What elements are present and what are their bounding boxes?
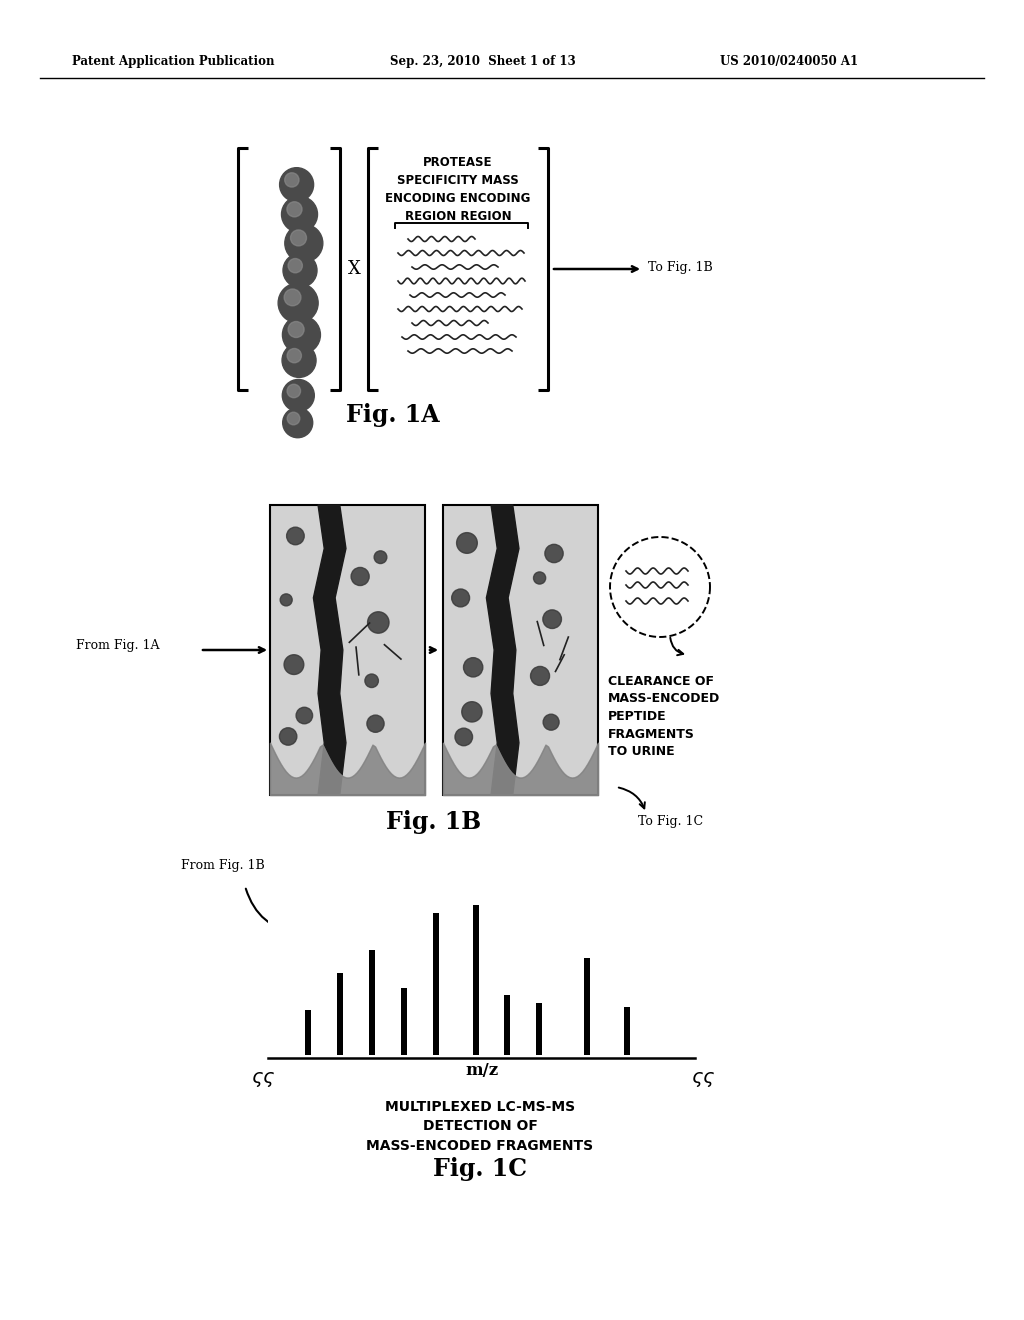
Bar — [400, 987, 407, 1055]
Circle shape — [283, 408, 312, 438]
Circle shape — [285, 224, 323, 263]
Circle shape — [280, 727, 297, 746]
Text: X: X — [347, 260, 360, 279]
Circle shape — [457, 533, 477, 553]
Bar — [443, 506, 598, 795]
Circle shape — [455, 729, 472, 746]
Circle shape — [462, 702, 482, 722]
Polygon shape — [486, 506, 519, 795]
Circle shape — [367, 715, 384, 733]
Circle shape — [287, 527, 304, 545]
Circle shape — [287, 348, 301, 363]
X-axis label: m/z: m/z — [465, 1063, 498, 1080]
Text: From Fig. 1B: From Fig. 1B — [181, 859, 265, 873]
Circle shape — [283, 315, 321, 354]
Bar — [369, 950, 375, 1055]
Circle shape — [368, 611, 389, 634]
Circle shape — [543, 610, 561, 628]
Circle shape — [283, 379, 314, 412]
Text: Fig. 1A: Fig. 1A — [346, 403, 440, 426]
Bar — [472, 906, 478, 1055]
Circle shape — [285, 173, 299, 187]
Circle shape — [287, 412, 300, 425]
Text: Fig. 1B: Fig. 1B — [386, 810, 481, 834]
Bar — [537, 1002, 543, 1055]
Text: $\mathit{\varsigma\varsigma}$: $\mathit{\varsigma\varsigma}$ — [251, 1071, 275, 1089]
Bar — [625, 1007, 630, 1055]
Circle shape — [351, 568, 370, 586]
Bar — [337, 973, 343, 1055]
Circle shape — [365, 675, 379, 688]
Text: $\mathit{\varsigma\varsigma}$: $\mathit{\varsigma\varsigma}$ — [691, 1071, 715, 1089]
Circle shape — [288, 259, 302, 273]
Bar — [585, 957, 590, 1055]
Text: To Fig. 1B: To Fig. 1B — [648, 260, 713, 273]
Circle shape — [280, 168, 313, 202]
Circle shape — [282, 197, 317, 232]
Circle shape — [284, 655, 304, 675]
Circle shape — [374, 550, 387, 564]
Text: To Fig. 1C: To Fig. 1C — [638, 814, 703, 828]
Text: Sep. 23, 2010  Sheet 1 of 13: Sep. 23, 2010 Sheet 1 of 13 — [390, 55, 575, 69]
Circle shape — [288, 322, 304, 338]
Circle shape — [287, 384, 301, 397]
Circle shape — [282, 343, 316, 378]
Bar — [305, 1010, 311, 1055]
Text: Fig. 1C: Fig. 1C — [433, 1158, 527, 1181]
Circle shape — [545, 544, 563, 562]
Circle shape — [464, 657, 482, 677]
Text: PROTEASE
SPECIFICITY MASS
ENCODING ENCODING
REGION REGION: PROTEASE SPECIFICITY MASS ENCODING ENCOD… — [385, 156, 530, 223]
Circle shape — [281, 594, 292, 606]
Circle shape — [284, 289, 301, 306]
Circle shape — [283, 253, 317, 288]
Circle shape — [279, 282, 318, 323]
Circle shape — [452, 589, 470, 607]
Circle shape — [530, 667, 550, 685]
Circle shape — [534, 572, 546, 583]
Bar — [505, 995, 510, 1055]
Text: CLEARANCE OF
MASS-ENCODED
PEPTIDE
FRAGMENTS
TO URINE: CLEARANCE OF MASS-ENCODED PEPTIDE FRAGME… — [608, 675, 720, 758]
Polygon shape — [313, 506, 346, 795]
Text: US 2010/0240050 A1: US 2010/0240050 A1 — [720, 55, 858, 69]
Circle shape — [287, 202, 302, 216]
Circle shape — [291, 230, 306, 246]
Text: Patent Application Publication: Patent Application Publication — [72, 55, 274, 69]
Circle shape — [543, 714, 559, 730]
Circle shape — [296, 708, 312, 723]
Text: MULTIPLEXED LC-MS-MS
DETECTION OF
MASS-ENCODED FRAGMENTS: MULTIPLEXED LC-MS-MS DETECTION OF MASS-E… — [367, 1100, 594, 1152]
Text: From Fig. 1A: From Fig. 1A — [77, 639, 160, 652]
Bar — [432, 912, 438, 1055]
Bar — [270, 506, 425, 795]
